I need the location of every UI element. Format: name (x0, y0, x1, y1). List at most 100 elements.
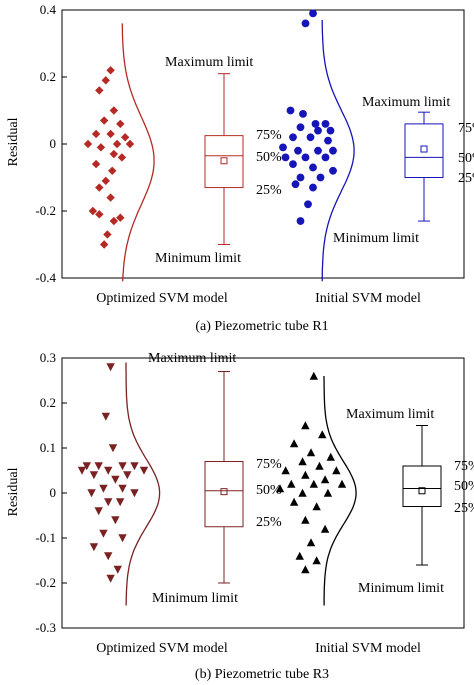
data-point (109, 149, 119, 159)
mean-marker (418, 487, 426, 495)
data-point (104, 498, 113, 507)
box-plot (402, 425, 442, 566)
data-point (106, 66, 115, 75)
category-label-initial: Initial SVM model (315, 291, 421, 306)
box-plot (204, 371, 244, 584)
panel-caption: (b) Piezometric tube R3 (195, 667, 329, 682)
data-point (91, 129, 101, 139)
data-point (306, 448, 316, 457)
data-point (103, 230, 112, 239)
data-point (96, 143, 106, 152)
data-point (118, 484, 127, 493)
data-point (309, 371, 319, 380)
data-point (309, 183, 317, 192)
category-label-optimized: Optimized SVM model (96, 291, 228, 306)
data-point (117, 153, 127, 162)
annotation-max: Maximum limit (362, 95, 450, 110)
annotation-q3: 75% (458, 121, 474, 136)
series-initial: Maximum limit 75% 50% 25% Minimum limit (279, 9, 474, 282)
data-point (101, 412, 111, 421)
data-point (275, 484, 285, 493)
data-point (298, 457, 307, 466)
annotation-min: Minimum limit (333, 231, 419, 246)
mean-marker (220, 157, 228, 165)
data-point (111, 475, 120, 484)
data-point (296, 123, 305, 132)
distribution-curve (125, 362, 161, 606)
annotation-q3: 75% (256, 457, 282, 472)
data-point (89, 543, 99, 552)
data-point (139, 466, 149, 475)
data-point (306, 538, 316, 547)
data-point (299, 109, 307, 118)
data-point (329, 146, 337, 155)
data-point (337, 479, 347, 488)
data-point (281, 466, 290, 475)
annotation-max: Maximum limit (165, 55, 253, 70)
data-point (101, 176, 110, 186)
data-point (318, 430, 327, 439)
data-point (326, 452, 335, 461)
annotation-min: Minimum limit (152, 591, 238, 606)
data-point (125, 139, 135, 149)
data-point (112, 139, 122, 149)
data-point (113, 565, 122, 574)
y-tick-label: 0.3 (40, 350, 56, 365)
annotation-q1: 25% (256, 515, 282, 530)
data-point (106, 363, 115, 372)
data-point (309, 163, 317, 172)
data-point (123, 471, 132, 480)
data-point (296, 217, 305, 225)
data-point (311, 120, 320, 128)
box-iqr (404, 123, 444, 178)
data-point (104, 552, 113, 561)
data-point (301, 515, 310, 524)
data-point (95, 210, 104, 219)
data-point (323, 488, 333, 497)
data-point (101, 76, 110, 85)
annotation-max: Maximum limit (148, 351, 236, 366)
data-point (118, 462, 127, 471)
data-point (104, 466, 113, 475)
data-point (106, 129, 115, 139)
data-point (301, 565, 310, 574)
y-tick-label: 0 (50, 485, 57, 500)
data-point (301, 19, 310, 28)
annotation-median: 50% (454, 479, 474, 494)
y-tick-label: 0.4 (40, 2, 57, 17)
scatter-points (77, 363, 149, 583)
panel-caption: (a) Piezometric tube R1 (195, 319, 328, 334)
data-point (77, 466, 87, 475)
data-point (106, 574, 115, 583)
data-point (281, 153, 290, 162)
data-point (304, 200, 312, 209)
data-point (109, 216, 119, 226)
data-point (87, 489, 96, 498)
y-tick-label: -0.2 (35, 203, 56, 218)
box-iqr (402, 465, 442, 507)
annotation-median: 50% (458, 151, 474, 166)
y-tick-label: -0.3 (35, 620, 56, 635)
category-label-initial: Initial SVM model (315, 641, 421, 656)
data-point (332, 466, 341, 475)
data-point (99, 484, 108, 493)
y-axis-ticks: 0.3 0.2 0.1 0 -0.1 -0.2 -0.3 (35, 350, 67, 635)
data-point (287, 479, 296, 488)
data-point (315, 461, 324, 470)
data-point (118, 534, 127, 543)
annotation-min: Minimum limit (358, 581, 444, 596)
data-point (326, 126, 335, 135)
panel-a-r1: Residual 0.4 0.2 0 -0.2 -0.4 Maximum limit 75… (6, 2, 474, 334)
data-point (289, 160, 297, 169)
box-plot (204, 73, 244, 245)
data-point (298, 488, 307, 497)
data-point (289, 497, 299, 506)
data-point (99, 116, 109, 125)
annotation-q1: 25% (458, 171, 474, 186)
data-point (91, 159, 101, 169)
mean-marker (420, 145, 428, 153)
data-point (95, 86, 104, 95)
series-optimized: Maximum limit 75% 50% 25% Minimum limit (83, 23, 282, 282)
y-axis-label: Residual (6, 467, 21, 516)
